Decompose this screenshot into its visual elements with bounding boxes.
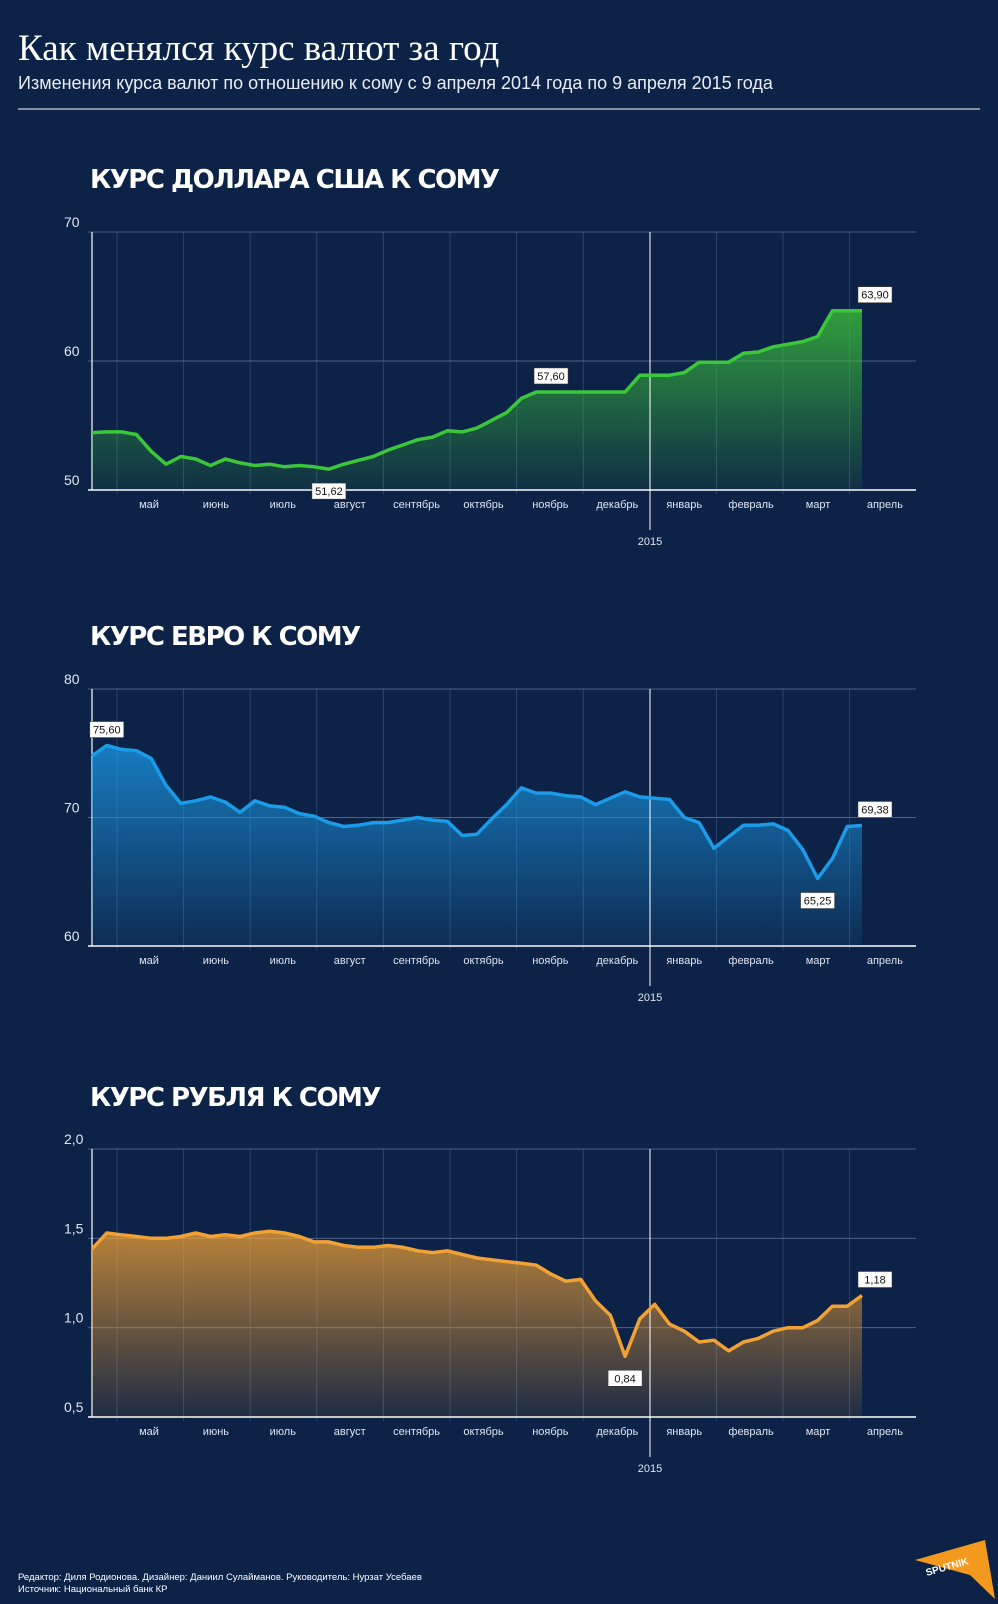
x-tick-label: апрель — [867, 955, 903, 967]
x-tick-label: ноябрь — [532, 955, 569, 967]
x-tick-label: август — [334, 1426, 366, 1438]
x-tick-label: ноябрь — [532, 1426, 569, 1438]
x-tick-label: июль — [270, 1426, 297, 1438]
value-label: 51,62 — [315, 486, 343, 498]
x-tick-label: март — [806, 955, 831, 967]
line — [90, 1229, 864, 1359]
year-label: 2015 — [638, 1463, 662, 1475]
y-tick-label: 60 — [64, 928, 80, 944]
x-tick-label: май — [139, 1426, 159, 1438]
y-tick-label: 1,5 — [64, 1220, 84, 1236]
source: Источник: Национальный банк КР — [18, 1584, 167, 1595]
value-label: 63,90 — [861, 290, 889, 302]
x-tick-label: январь — [666, 499, 702, 511]
x-tick-label: сентябрь — [393, 955, 440, 967]
x-tick-label: ноябрь — [532, 499, 569, 511]
value-label: 75,60 — [93, 725, 121, 737]
x-tick-label: сентябрь — [393, 499, 440, 511]
x-tick-label: апрель — [867, 1426, 903, 1438]
year-label: 2015 — [638, 992, 662, 1004]
x-tick-label: октябрь — [463, 1426, 503, 1438]
x-tick-label: август — [334, 499, 366, 511]
line — [91, 308, 862, 471]
logo: SPUTNIK — [915, 1540, 995, 1599]
x-tick-label: февраль — [728, 1426, 774, 1438]
x-tick-label: июль — [270, 499, 297, 511]
page-subtitle: Изменения курса валют по отношению к сом… — [18, 73, 774, 93]
y-tick-label: 70 — [64, 800, 80, 816]
x-tick-label: июнь — [203, 955, 229, 967]
y-tick-label: 60 — [64, 343, 80, 359]
y-tick-label: 1,0 — [64, 1310, 84, 1326]
area — [92, 310, 862, 490]
value-label-box — [533, 367, 569, 385]
x-tick-label: май — [139, 499, 159, 511]
year-label: 2015 — [638, 536, 662, 548]
x-tick-label: март — [806, 499, 831, 511]
value-label-box — [857, 1271, 893, 1288]
x-tick-label: декабрь — [596, 1426, 638, 1438]
x-tick-label: июнь — [203, 499, 229, 511]
logo-shape — [915, 1540, 995, 1599]
chart-title: КУРС РУБЛЯ К СОМУ — [90, 1083, 381, 1113]
x-tick-label: июль — [270, 955, 297, 967]
value-label-box — [89, 721, 125, 738]
line — [91, 743, 863, 881]
x-tick-label: апрель — [867, 499, 903, 511]
chart-title: КУРС ДОЛЛАРА США К СОМУ — [90, 165, 500, 195]
x-tick-label: октябрь — [463, 499, 503, 511]
x-tick-label: март — [806, 1426, 831, 1438]
value-label-box — [800, 892, 835, 909]
y-tick-label: 80 — [64, 671, 80, 687]
page-title: Как менялся курс валют за год — [18, 28, 499, 69]
value-label-box — [311, 482, 347, 500]
x-tick-label: июнь — [203, 1426, 229, 1438]
value-label: 69,38 — [861, 804, 889, 816]
x-tick-label: август — [334, 955, 366, 967]
value-label: 1,18 — [864, 1275, 885, 1287]
value-label: 57,60 — [537, 371, 565, 383]
value-label: 65,25 — [804, 896, 832, 908]
x-tick-label: декабрь — [596, 499, 638, 511]
credits: Редактор: Диля Родионова. Дизайнер: Дани… — [18, 1572, 422, 1583]
x-tick-label: январь — [666, 955, 702, 967]
x-tick-label: май — [139, 955, 159, 967]
x-tick-label: октябрь — [463, 955, 503, 967]
area — [92, 745, 862, 946]
y-tick-label: 50 — [64, 472, 80, 488]
y-tick-label: 2,0 — [64, 1131, 84, 1147]
x-tick-label: январь — [666, 1426, 702, 1438]
value-label: 0,84 — [614, 1373, 635, 1385]
x-tick-label: февраль — [728, 499, 774, 511]
y-tick-label: 0,5 — [64, 1399, 84, 1415]
x-tick-label: декабрь — [596, 955, 638, 967]
chart-title: КУРС ЕВРО К СОМУ — [90, 622, 361, 652]
x-tick-label: февраль — [728, 955, 774, 967]
area — [92, 1231, 862, 1417]
x-tick-label: сентябрь — [393, 1426, 440, 1438]
value-label-box — [857, 286, 893, 303]
value-label-box — [857, 801, 893, 818]
y-tick-label: 70 — [64, 214, 80, 230]
value-label-box — [607, 1370, 643, 1387]
